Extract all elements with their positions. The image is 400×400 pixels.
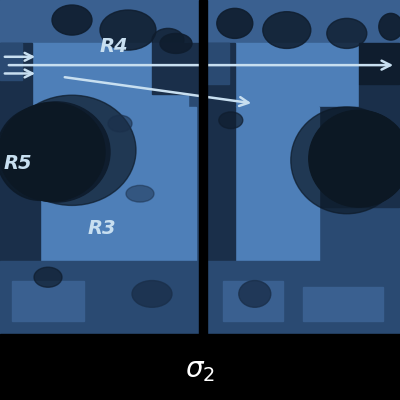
- Ellipse shape: [217, 8, 253, 38]
- Bar: [207, 44, 229, 84]
- Bar: [319, 107, 399, 207]
- Ellipse shape: [108, 115, 132, 132]
- Text: $\sigma_2$: $\sigma_2$: [185, 357, 215, 384]
- Ellipse shape: [8, 95, 136, 206]
- Bar: [235, 44, 359, 107]
- Bar: [303, 287, 383, 321]
- Ellipse shape: [126, 185, 154, 202]
- Ellipse shape: [100, 10, 156, 50]
- Bar: [359, 84, 399, 107]
- Bar: [0, 107, 40, 260]
- Text: R4: R4: [100, 37, 129, 56]
- Bar: [0, 334, 400, 400]
- Ellipse shape: [312, 111, 400, 206]
- Bar: [12, 280, 84, 321]
- Bar: [235, 107, 319, 260]
- Ellipse shape: [309, 110, 400, 207]
- Ellipse shape: [263, 12, 311, 48]
- Ellipse shape: [0, 107, 84, 200]
- Ellipse shape: [291, 107, 400, 214]
- Text: R5: R5: [4, 154, 33, 173]
- Bar: [207, 0, 400, 334]
- Bar: [0, 0, 199, 334]
- Ellipse shape: [327, 18, 367, 48]
- Bar: [199, 0, 207, 334]
- Ellipse shape: [219, 112, 243, 128]
- Bar: [40, 107, 196, 260]
- Ellipse shape: [152, 28, 184, 52]
- Bar: [0, 44, 32, 107]
- Bar: [152, 44, 200, 94]
- Ellipse shape: [160, 34, 192, 54]
- Bar: [207, 0, 400, 44]
- Ellipse shape: [52, 5, 92, 35]
- Bar: [207, 44, 235, 107]
- Ellipse shape: [379, 13, 400, 40]
- Bar: [207, 107, 235, 260]
- Ellipse shape: [34, 267, 62, 287]
- Bar: [223, 280, 283, 321]
- Bar: [0, 0, 199, 44]
- Ellipse shape: [132, 280, 172, 307]
- Ellipse shape: [239, 280, 271, 307]
- Ellipse shape: [2, 102, 110, 202]
- Bar: [0, 44, 22, 80]
- Bar: [0, 107, 56, 207]
- Bar: [0, 260, 199, 334]
- Ellipse shape: [0, 103, 105, 201]
- Bar: [32, 44, 188, 107]
- Bar: [207, 260, 400, 334]
- Text: R3: R3: [88, 219, 117, 238]
- Bar: [359, 44, 399, 84]
